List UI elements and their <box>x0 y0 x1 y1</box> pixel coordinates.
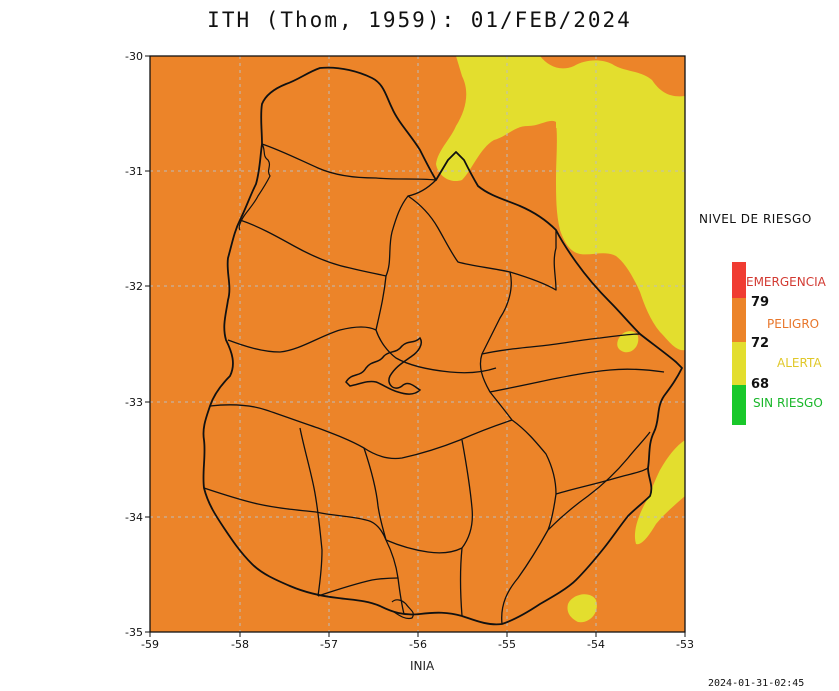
legend-label-sin-riesgo: SIN RIESGO <box>753 396 823 410</box>
y-tick-label: -34 <box>125 511 143 524</box>
x-tick-label: -59 <box>141 638 159 651</box>
tick-marks <box>145 55 686 637</box>
alert-zone-coast <box>634 440 685 545</box>
timestamp: 2024-01-31-02:45 <box>708 678 805 689</box>
y-tick-label: -30 <box>125 50 143 63</box>
west-coast-detail <box>238 143 271 231</box>
x-tick-label: -53 <box>676 638 694 651</box>
y-tick-label: -33 <box>125 396 143 409</box>
x-tick-label: -57 <box>320 638 338 651</box>
y-tick-label: -32 <box>125 280 143 293</box>
legend-colorbar <box>732 262 746 425</box>
legend-threshold: 79 <box>751 295 770 310</box>
alert-zone-south-spot <box>567 594 597 623</box>
legend-threshold: 68 <box>751 377 770 392</box>
source-label: INIA <box>410 659 435 673</box>
legend-swatch-peligro <box>732 298 746 342</box>
south-coast-detail <box>391 599 414 620</box>
legend-label-alerta: ALERTA <box>777 356 822 370</box>
legend-swatch-emergencia <box>732 262 746 298</box>
alert-zone-small-east <box>617 331 639 353</box>
legend-swatch-sin-riesgo <box>732 385 746 425</box>
y-tick-label: -31 <box>125 165 143 178</box>
rio-negro-lake <box>345 336 423 395</box>
map-title: ITH (Thom, 1959): 01/FEB/2024 <box>207 8 632 32</box>
alert-zone-north <box>436 56 685 351</box>
x-tick-label: -58 <box>231 638 249 651</box>
legend-swatch-alerta <box>732 342 746 385</box>
y-tick-label: -35 <box>125 626 143 639</box>
legend-label-emergencia: EMERGENCIA <box>746 275 826 289</box>
legend-threshold: 72 <box>751 336 770 351</box>
legend-title: NIVEL DE RIESGO <box>699 212 812 226</box>
x-tick-label: -56 <box>409 638 427 651</box>
alert-zone-north-bulge <box>556 92 685 128</box>
department-lines <box>203 143 665 625</box>
legend-label-peligro: PELIGRO <box>767 317 820 331</box>
country-outline <box>202 66 683 626</box>
x-tick-label: -54 <box>587 638 605 651</box>
x-tick-label: -55 <box>498 638 516 651</box>
